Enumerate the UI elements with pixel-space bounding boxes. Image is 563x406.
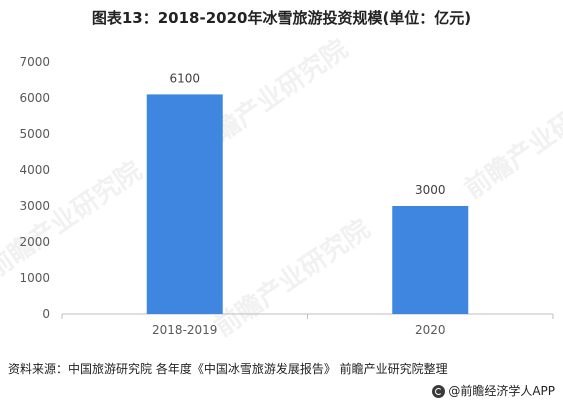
y-tick-label: 6000 — [19, 91, 50, 105]
bar-2020 — [392, 206, 469, 314]
y-tick-label: 5000 — [19, 127, 50, 141]
y-tick-label: 7000 — [19, 55, 50, 69]
data-label: 6100 — [169, 71, 200, 85]
brand-text: @前瞻经济学人APP — [448, 384, 555, 398]
y-tick-label: 3000 — [19, 199, 50, 213]
brand-logo-icon — [432, 384, 446, 398]
source-note: 资料来源：中国旅游研究院 各年度《中国冰雪旅游发展报告》 前瞻产业研究院整理 — [8, 362, 448, 376]
brand-credit: @前瞻经济学人APP — [432, 383, 555, 399]
y-tick-label: 2000 — [19, 235, 50, 249]
category-labels: 2018-2019 2020 — [152, 323, 445, 337]
y-tick-label: 0 — [42, 307, 50, 321]
category-label: 2020 — [415, 323, 446, 337]
y-tick-label: 4000 — [19, 163, 50, 177]
data-label: 3000 — [415, 183, 446, 197]
data-labels: 6100 3000 — [169, 71, 445, 197]
bars — [146, 94, 469, 315]
chart-title: 图表13：2018-2020年冰雪旅游投资规模(单位：亿元) — [91, 9, 472, 27]
y-axis-ticks: 0 1000 2000 3000 4000 5000 6000 7000 — [19, 55, 50, 321]
bar-2018-2019 — [146, 94, 223, 315]
y-tick-label: 1000 — [19, 271, 50, 285]
category-label: 2018-2019 — [152, 323, 217, 337]
x-axis-ticks — [61, 314, 554, 319]
